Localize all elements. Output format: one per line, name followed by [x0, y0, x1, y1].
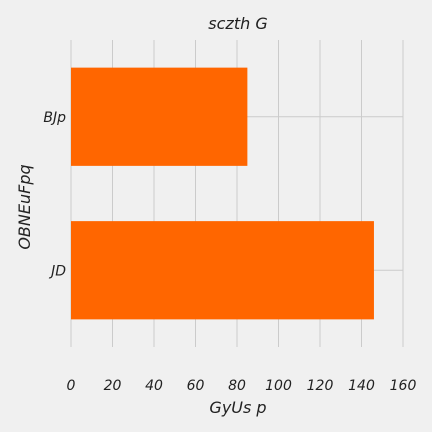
x-tick-label: 120 [307, 378, 334, 394]
x-axis-label: GyUs p [209, 398, 266, 417]
x-tick-label: 0 [67, 378, 76, 394]
x-tick-label: 100 [265, 378, 292, 394]
x-tick-label: 80 [228, 378, 246, 394]
x-tick-label: 20 [104, 378, 122, 394]
x-tick-label: 140 [348, 378, 375, 394]
bars [71, 67, 374, 320]
y-tick-label: BJp [43, 110, 66, 126]
y-axis-label: OBNEuFpq [15, 164, 34, 249]
x-tick-label: 160 [390, 378, 417, 394]
x-tick-labels: 0 20 40 60 80 100 120 140 160 [67, 378, 417, 394]
y-tick-label: JD [48, 263, 66, 279]
x-tick-label: 40 [145, 378, 163, 394]
y-tick-labels: JD BJp [43, 110, 66, 280]
bar-bjp [71, 67, 248, 166]
bar-jd [71, 221, 374, 320]
chart-title: sczth G [208, 14, 267, 33]
x-tick-label: 60 [187, 378, 205, 394]
